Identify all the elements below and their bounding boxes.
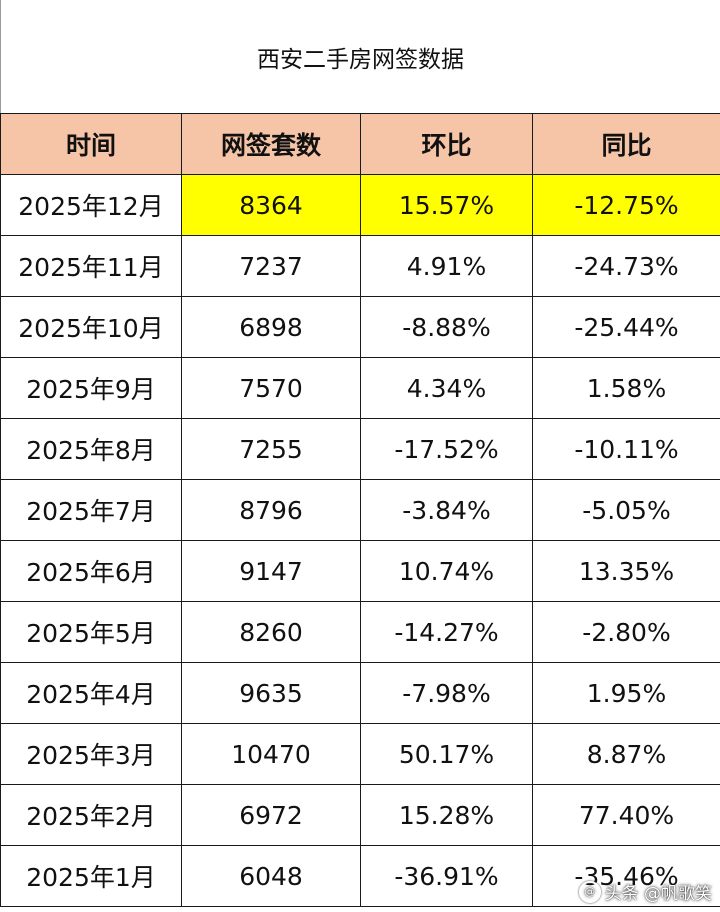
cell-yoy: 1.95% xyxy=(532,662,720,724)
cell-month: 2025年4月 xyxy=(0,662,182,724)
table-row: 2025年2月 6972 15.28% 77.40% xyxy=(0,784,720,846)
table-row: 2025年8月 7255 -17.52% -10.11% xyxy=(0,418,720,480)
cell-month: 2025年1月 xyxy=(0,845,182,907)
table-row: 2025年6月 9147 10.74% 13.35% xyxy=(0,540,720,602)
cell-count: 7255 xyxy=(181,418,361,480)
table-row: 2025年10月 6898 -8.88% -25.44% xyxy=(0,296,720,358)
cell-mom: 15.57% xyxy=(360,174,533,236)
cell-mom: 50.17% xyxy=(360,723,533,785)
table-row: 2025年5月 8260 -14.27% -2.80% xyxy=(0,601,720,663)
cell-yoy: 1.58% xyxy=(532,357,720,419)
cell-yoy: -2.80% xyxy=(532,601,720,663)
cell-mom: 10.74% xyxy=(360,540,533,602)
table-row: 2025年4月 9635 -7.98% 1.95% xyxy=(0,662,720,724)
cell-count: 10470 xyxy=(181,723,361,785)
cell-month: 2025年2月 xyxy=(0,784,182,846)
cell-month: 2025年3月 xyxy=(0,723,182,785)
column-header-yoy: 同比 xyxy=(532,113,720,175)
table-title: 西安二手房网签数据 xyxy=(0,0,720,113)
cell-yoy: -12.75% xyxy=(532,174,720,236)
cell-count: 8260 xyxy=(181,601,361,663)
cell-yoy: -10.11% xyxy=(532,418,720,480)
column-header-mom: 环比 xyxy=(360,113,533,175)
table-row: 2025年12月 8364 15.57% -12.75% xyxy=(0,174,720,236)
column-header-month: 时间 xyxy=(0,113,182,175)
table-row: 2025年3月 10470 50.17% 8.87% xyxy=(0,723,720,785)
cell-month: 2025年7月 xyxy=(0,479,182,541)
cell-yoy: -25.44% xyxy=(532,296,720,358)
table-row: 2025年9月 7570 4.34% 1.58% xyxy=(0,357,720,419)
cell-mom: -17.52% xyxy=(360,418,533,480)
cell-month: 2025年5月 xyxy=(0,601,182,663)
cell-count: 6048 xyxy=(181,845,361,907)
table-row: 2025年7月 8796 -3.84% -5.05% xyxy=(0,479,720,541)
cell-month: 2025年6月 xyxy=(0,540,182,602)
cell-mom: 4.91% xyxy=(360,235,533,297)
cell-month: 2025年12月 xyxy=(0,174,182,236)
cell-mom: -3.84% xyxy=(360,479,533,541)
cell-count: 6972 xyxy=(181,784,361,846)
cell-yoy: -24.73% xyxy=(532,235,720,297)
cell-month: 2025年11月 xyxy=(0,235,182,297)
cell-mom: -36.91% xyxy=(360,845,533,907)
cell-count: 7237 xyxy=(181,235,361,297)
cell-month: 2025年8月 xyxy=(0,418,182,480)
column-header-count: 网签套数 xyxy=(181,113,361,175)
cell-count: 8796 xyxy=(181,479,361,541)
cell-count: 9635 xyxy=(181,662,361,724)
table-row: 2025年1月 6048 -36.91% -35.46% xyxy=(0,845,720,907)
cell-yoy: -35.46% xyxy=(532,845,720,907)
cell-mom: -14.27% xyxy=(360,601,533,663)
cell-count: 9147 xyxy=(181,540,361,602)
data-table: 时间 网签套数 环比 同比 2025年12月 8364 15.57% -12.7… xyxy=(0,113,720,907)
table-row: 2025年11月 7237 4.91% -24.73% xyxy=(0,235,720,297)
cell-yoy: 13.35% xyxy=(532,540,720,602)
header-row: 时间 网签套数 环比 同比 xyxy=(0,113,720,175)
cell-mom: 4.34% xyxy=(360,357,533,419)
cell-count: 8364 xyxy=(181,174,361,236)
cell-mom: -8.88% xyxy=(360,296,533,358)
cell-month: 2025年10月 xyxy=(0,296,182,358)
cell-month: 2025年9月 xyxy=(0,357,182,419)
cell-count: 7570 xyxy=(181,357,361,419)
cell-mom: 15.28% xyxy=(360,784,533,846)
cell-yoy: 8.87% xyxy=(532,723,720,785)
cell-yoy: 77.40% xyxy=(532,784,720,846)
cell-yoy: -5.05% xyxy=(532,479,720,541)
cell-mom: -7.98% xyxy=(360,662,533,724)
cell-count: 6898 xyxy=(181,296,361,358)
